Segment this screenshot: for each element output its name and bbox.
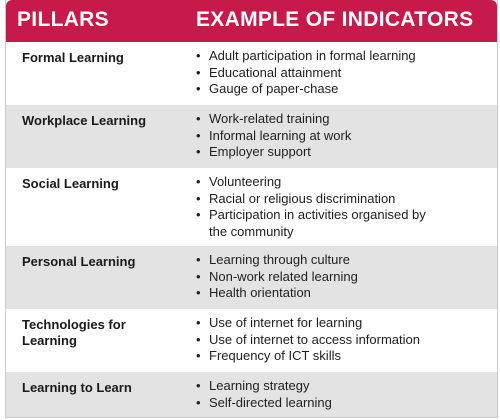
pillar-name: Workplace Learning	[22, 113, 182, 129]
indicator-item: • Gauge of paper-chase	[196, 81, 486, 98]
indicator-item: • Learning strategy	[196, 378, 486, 395]
table-row: Formal Learning • Adult participation in …	[6, 42, 497, 105]
table-row: Social Learning • Volunteering • Racial or…	[6, 168, 497, 246]
indicator-item: • Racial or religious discrimination	[196, 191, 486, 208]
indicator-list: • Volunteering • Racial or religious discr…	[196, 174, 486, 240]
indicator-item: • Participation in activities organised b…	[196, 207, 486, 224]
indicator-list: • Adult participation in formal learning …	[196, 48, 486, 98]
indicator-item: • Frequency of ICT skills	[196, 348, 486, 365]
indicator-item-continuation: the community	[196, 224, 486, 241]
pillar-name: Social Learning	[22, 176, 182, 192]
table-row: Workplace Learning • Work-related trainin…	[6, 105, 497, 168]
table-row: Technologies for Learning • Use of intern…	[6, 309, 497, 372]
indicator-item: • Work-related training	[196, 111, 486, 128]
indicator-list: • Learning strategy • Self-directed learni…	[196, 378, 486, 411]
pillar-name: Formal Learning	[22, 50, 182, 66]
pillars-column-header: PILLARS	[17, 8, 109, 32]
indicator-item: • Use of internet for learning	[196, 315, 486, 332]
indicator-list: • Learning through culture • Non-work rela…	[196, 252, 486, 302]
indicator-item: • Adult participation in formal learning	[196, 48, 486, 65]
indicator-item: • Self-directed learning	[196, 395, 486, 412]
indicators-table: PILLARS EXAMPLE OF INDICATORS Formal Lea…	[5, 0, 498, 418]
indicator-item: • Informal learning at work	[196, 128, 486, 145]
table-header: PILLARS EXAMPLE OF INDICATORS	[6, 0, 497, 42]
indicator-item: • Use of internet to access information	[196, 332, 486, 349]
indicator-list: • Work-related training • Informal learnin…	[196, 111, 486, 161]
indicator-list: • Use of internet for learning • Use of in…	[196, 315, 486, 365]
indicator-item: • Educational attainment	[196, 65, 486, 82]
table-row: Personal Learning • Learning through cult…	[6, 246, 497, 309]
pillar-name: Technologies for Learning	[22, 317, 142, 349]
indicator-item: • Employer support	[196, 144, 486, 161]
pillar-name: Personal Learning	[22, 254, 182, 270]
pillar-name: Learning to Learn	[22, 380, 182, 396]
indicators-column-header: EXAMPLE OF INDICATORS	[196, 8, 473, 32]
indicator-item: • Health orientation	[196, 285, 486, 302]
table-row: Learning to Learn • Learning strategy • Se…	[6, 372, 497, 417]
indicator-item: • Volunteering	[196, 174, 486, 191]
indicator-item: • Non-work related learning	[196, 269, 486, 286]
indicator-item: • Learning through culture	[196, 252, 486, 269]
